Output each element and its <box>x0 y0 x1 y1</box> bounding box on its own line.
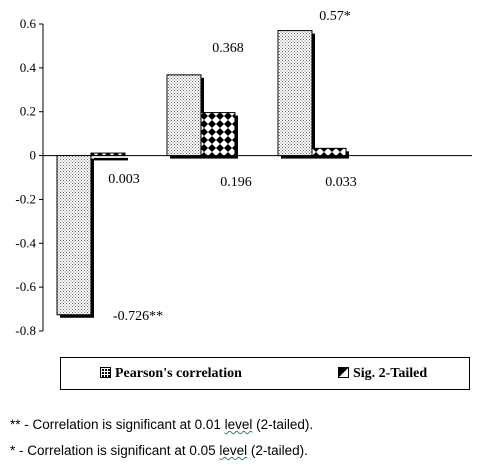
data-label-sig: 0.196 <box>220 175 252 190</box>
legend-swatch-sig <box>338 367 349 379</box>
y-tick-label: 0.2 <box>20 104 36 119</box>
legend-item-pearson: Pearson's correlation <box>100 366 242 382</box>
bar-pearson <box>56 155 92 316</box>
y-tick-label: 0.4 <box>20 60 37 75</box>
bar-sig <box>90 152 126 157</box>
y-tick-label: 0.6 <box>20 16 37 31</box>
y-tick-label: -0.6 <box>15 279 36 294</box>
footnote-1: ** - Correlation is significant at 0.01 … <box>10 417 313 432</box>
bar-shadow <box>94 157 128 161</box>
legend-swatch-pearson <box>100 367 111 379</box>
data-label-sig: 0.003 <box>108 172 140 187</box>
data-label-pearson: -0.726** <box>113 309 163 324</box>
bar-pearson <box>166 74 202 157</box>
footnote-1-suffix: (2-tailed). <box>252 417 314 432</box>
legend: Pearson's correlation Sig. 2-Tailed <box>60 357 470 390</box>
footnote-2: * - Correlation is significant at 0.05 l… <box>10 443 308 458</box>
legend-label-sig: Sig. 2-Tailed <box>353 366 428 381</box>
footnote-1-level: level <box>224 417 253 432</box>
legend-label-pearson: Pearson's correlation <box>115 366 242 381</box>
data-label-sig: 0.033 <box>325 175 357 190</box>
y-tick-label: 0 <box>30 148 37 163</box>
footnote-1-prefix: ** - Correlation is significant at 0.01 <box>10 417 225 432</box>
y-tick-label: -0.4 <box>15 235 36 250</box>
footnote-2-level: level <box>219 443 248 458</box>
footnote-2-suffix: (2-tailed). <box>247 443 308 458</box>
bar-sig <box>200 112 236 157</box>
bar-pearson <box>277 30 313 157</box>
y-tick-label: -0.8 <box>15 323 36 338</box>
footnote-2-prefix: * - Correlation is significant at 0.05 <box>10 443 220 458</box>
legend-item-sig: Sig. 2-Tailed <box>338 366 428 382</box>
y-tick-label: -0.2 <box>15 191 36 206</box>
bar-sig <box>311 147 347 157</box>
data-label-pearson: 0.57* <box>319 9 351 24</box>
data-label-pearson: 0.368 <box>212 41 244 56</box>
bar-chart: 0.6 0.4 0.2 0 -0.2 -0.4 -0.6 -0.8 -0.726** 0.368… <box>15 9 472 338</box>
